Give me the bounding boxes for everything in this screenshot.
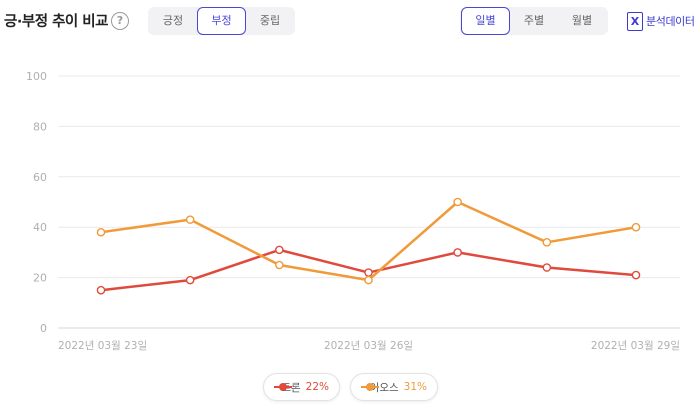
data-point [453, 248, 462, 257]
data-point [631, 222, 641, 232]
tab-weekly[interactable]: 주별 [523, 14, 545, 27]
legend-item[interactable]: 트론22% [263, 373, 340, 401]
legend-series-share: 31% [403, 381, 427, 393]
data-point [631, 270, 641, 280]
x-tick-label: 2022년 03월 26일 [324, 339, 413, 352]
y-tick-label: 0 [40, 322, 47, 335]
export-data-button[interactable]: X 분석데이터 [627, 11, 695, 31]
data-point [275, 260, 284, 270]
tab-monthly[interactable]: 월별 [571, 14, 593, 27]
data-point [275, 245, 284, 255]
export-label: 분석데이터 [646, 15, 695, 28]
data-point [364, 275, 373, 285]
y-tick-label: 100 [26, 70, 47, 83]
legend-series-share: 22% [305, 381, 329, 393]
chart-legend: 트론22% 이오스 31% [0, 373, 700, 403]
data-point [542, 263, 552, 272]
data-point [185, 215, 195, 224]
legend-series-name: 이오스 [369, 381, 399, 394]
chart-title: 긍·부정 추이 비교 [4, 14, 108, 30]
help-icon[interactable]: ? [111, 12, 129, 30]
data-point [453, 197, 462, 207]
y-tick-label: 60 [33, 171, 47, 184]
y-tick-label: 80 [33, 120, 47, 133]
data-point [96, 285, 106, 295]
tab-negative[interactable]: 부정 [197, 7, 246, 35]
data-point [364, 268, 373, 277]
y-tick-label: 20 [33, 272, 47, 285]
excel-icon: X [627, 11, 643, 31]
data-point [96, 227, 106, 237]
x-tick-label: 2022년 03월 29일 [591, 339, 680, 352]
legend-swatch-icon [274, 382, 292, 392]
x-tick-label: 2022년 03월 23일 [58, 339, 147, 352]
tab-daily[interactable]: 일별 [461, 7, 510, 35]
period-toggle: 일별 주별 월별 [460, 7, 608, 35]
legend-swatch-icon [361, 382, 379, 392]
data-point [185, 275, 195, 285]
line-chart: 0 20 40 60 80 100 2022년 03월 23일 2022년 03월 26일 20… [26, 70, 680, 352]
legend-item[interactable]: 이오스 31% [350, 373, 438, 401]
sentiment-toggle: 긍정 부정 중립 [148, 7, 295, 35]
tab-neutral[interactable]: 중립 [259, 14, 281, 27]
data-point [542, 238, 552, 247]
y-tick-label: 40 [33, 221, 47, 234]
tab-positive[interactable]: 긍정 [162, 14, 184, 27]
